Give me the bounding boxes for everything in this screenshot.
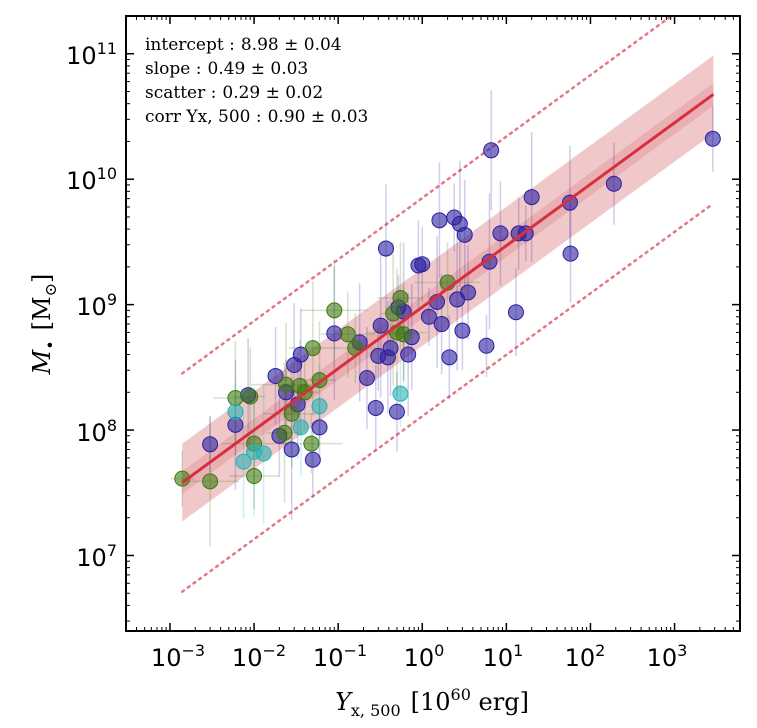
lower-dotted-line (181, 202, 715, 593)
y-tick-label-3: 1010 (66, 164, 117, 195)
x-tick-label-2: 10−1 (313, 641, 367, 672)
blue-point (507, 304, 524, 321)
cyan-point (311, 398, 328, 415)
green-point (283, 405, 300, 422)
cyan-point (392, 385, 409, 402)
y-tick-label-1: 108 (76, 416, 117, 447)
y-tick-label-0: 107 (76, 541, 117, 572)
blue-point (267, 367, 284, 384)
blue-point (441, 349, 458, 366)
blue-point (605, 175, 622, 192)
blue-point (492, 225, 509, 242)
y-axis-title: M•[M⊙] (28, 274, 60, 376)
fit-line-layer (181, 93, 715, 484)
blue-point (420, 308, 437, 325)
cyan-point (255, 445, 272, 462)
blue-point (382, 340, 399, 357)
y-tick-label-2: 109 (76, 290, 117, 321)
data-points (174, 130, 721, 490)
blue-point (433, 316, 450, 333)
y-tick-labels: 107 108 109 1010 1011 (66, 39, 117, 572)
green-point (202, 473, 219, 490)
blue-point (367, 399, 384, 416)
green-point (339, 326, 356, 343)
cyan-point (227, 403, 244, 420)
blue-point (377, 240, 394, 257)
fit-annotations: intercept :8.98 ± 0.04 slope :0.49 ± 0.0… (145, 35, 368, 127)
blue-point (704, 130, 721, 147)
x-tick-label-5: 102 (565, 641, 606, 672)
green-point (303, 435, 320, 452)
blue-point (304, 451, 321, 468)
x-tick-label-3: 100 (404, 641, 445, 672)
x-tick-label-0: 10−3 (151, 641, 205, 672)
x-tick-label-1: 10−2 (232, 641, 286, 672)
blue-point (562, 245, 579, 262)
green-point (392, 289, 409, 306)
blue-point (202, 436, 219, 453)
blue-point (456, 226, 473, 243)
green-point (278, 376, 295, 393)
plot-frame (125, 15, 741, 632)
y-tick-label-4: 1011 (66, 39, 117, 70)
annotation-intercept: intercept :8.98 ± 0.04 (145, 35, 342, 55)
green-point (304, 340, 321, 357)
green-point (395, 326, 412, 343)
blue-point (388, 403, 405, 420)
fit-line (181, 93, 715, 484)
annotation-scatter: scatter :0.29 ± 0.02 (145, 83, 323, 103)
x-axis-title: Yx, 500 [1060 erg] (335, 685, 529, 720)
axis-ticks (125, 15, 741, 631)
green-point (227, 390, 244, 407)
blue-point (523, 189, 540, 206)
annotation-corr: corr Yx, 500 :0.90 ± 0.03 (145, 107, 368, 127)
cyan-point (235, 453, 252, 470)
upper-dotted-line (181, 16, 674, 375)
blue-point (431, 212, 448, 229)
blue-point (414, 256, 431, 273)
blue-point (326, 325, 343, 342)
annotation-slope: slope :0.49 ± 0.03 (145, 59, 308, 79)
x-tick-labels: 10−3 10−2 10−1 100 101 102 103 (151, 641, 687, 672)
green-point (246, 468, 263, 485)
green-point (242, 388, 259, 405)
x-tick-label-6: 103 (647, 641, 688, 672)
green-point (276, 424, 293, 441)
blue-point (478, 337, 495, 354)
blue-point (311, 419, 328, 436)
blue-point (561, 194, 578, 211)
green-point (385, 305, 402, 322)
blue-point (372, 317, 389, 334)
blue-point (283, 441, 300, 458)
blue-point (400, 346, 417, 363)
blue-point (483, 142, 500, 159)
x-tick-label-4: 101 (483, 641, 524, 672)
blue-point (358, 370, 375, 387)
cyan-point (292, 419, 309, 436)
blue-point (460, 284, 477, 301)
blue-point (454, 322, 471, 339)
green-point (326, 302, 343, 319)
